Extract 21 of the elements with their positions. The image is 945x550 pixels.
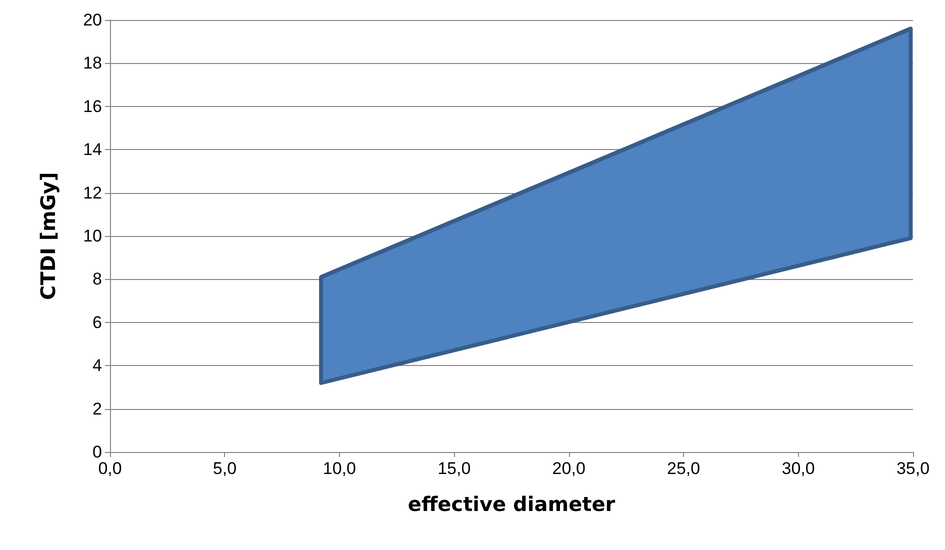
x-tick-label: 0,0 — [98, 459, 122, 478]
y-tick-label: 8 — [92, 270, 102, 289]
y-tick-label: 18 — [83, 54, 102, 73]
y-tick-label: 2 — [92, 399, 102, 418]
x-tick-label: 10,0 — [322, 459, 356, 478]
y-tick-label: 14 — [83, 140, 102, 160]
y-tick-label: 6 — [92, 312, 102, 332]
x-tick-label: 30,0 — [782, 459, 815, 478]
y-tick-label: 16 — [83, 96, 102, 116]
x-tick-label: 20,0 — [552, 459, 586, 478]
x-axis-title: effective diameter — [408, 492, 616, 516]
x-tick-label: 5,0 — [212, 459, 237, 478]
x-tick-label: 25,0 — [667, 459, 700, 478]
y-axis-title: CTDI [mGy] — [36, 172, 60, 300]
x-tick-label: 15,0 — [438, 459, 471, 478]
y-tick-label: 4 — [92, 356, 102, 376]
x-tick-label: 35,0 — [896, 459, 930, 478]
y-tick-label: 12 — [83, 183, 102, 202]
y-tick-label: 10 — [83, 226, 102, 246]
y-tick-label: 0 — [92, 442, 102, 462]
y-tick-label: 20 — [83, 10, 102, 30]
